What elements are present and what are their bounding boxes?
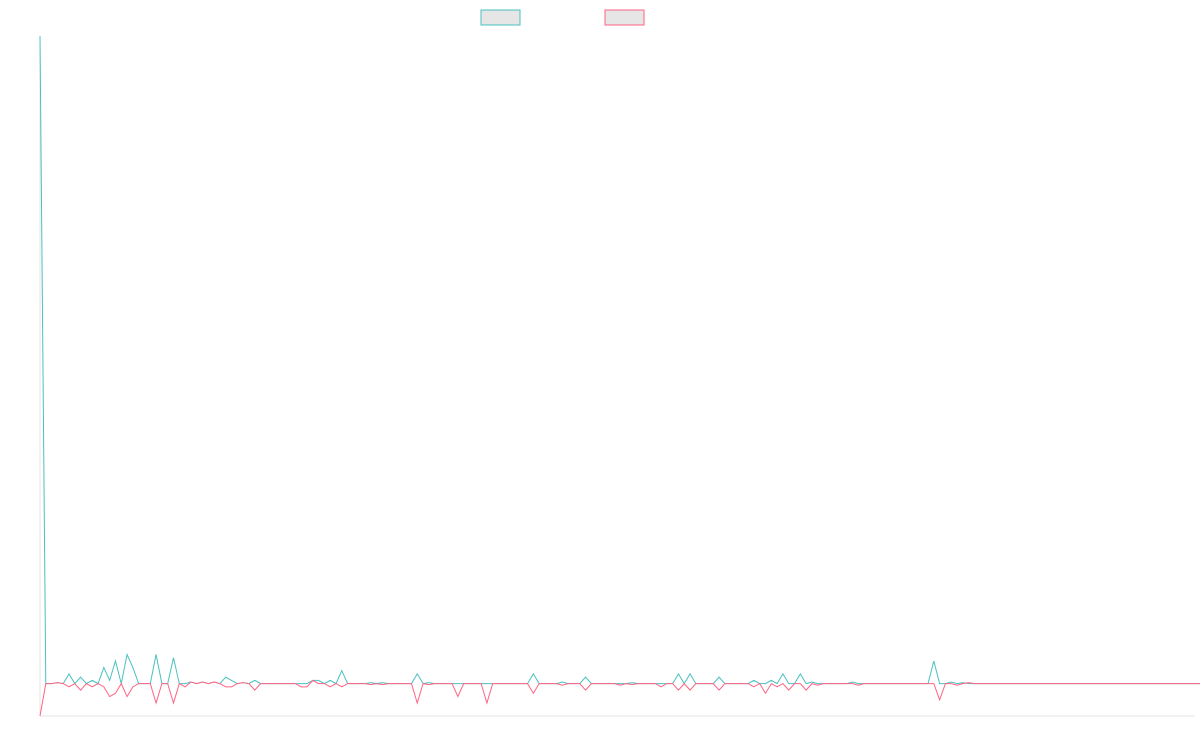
plot-area (39, 35, 1200, 717)
series-line-1 (39, 35, 1200, 685)
legend-swatch-2[interactable] (604, 9, 645, 26)
series-line-2 (39, 679, 1200, 717)
legend (480, 9, 645, 26)
legend-swatch-1[interactable] (480, 9, 521, 26)
